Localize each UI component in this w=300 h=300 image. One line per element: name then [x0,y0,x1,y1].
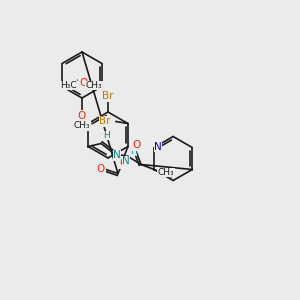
Text: N: N [154,142,162,152]
Text: H₃C: H₃C [61,81,77,90]
Text: CH₃: CH₃ [74,122,90,130]
Text: H: H [103,131,110,140]
Text: Br: Br [102,91,114,101]
Text: Br: Br [99,116,111,127]
Text: O: O [78,111,86,121]
Text: CH₃: CH₃ [158,168,174,177]
Text: O: O [120,158,128,169]
Text: O: O [79,79,87,88]
Text: O: O [76,79,84,88]
Text: H: H [130,147,136,156]
Text: N: N [122,157,130,166]
Text: CH₃: CH₃ [86,81,102,90]
Text: O: O [97,164,105,173]
Text: N: N [113,151,121,160]
Text: O: O [132,140,140,151]
